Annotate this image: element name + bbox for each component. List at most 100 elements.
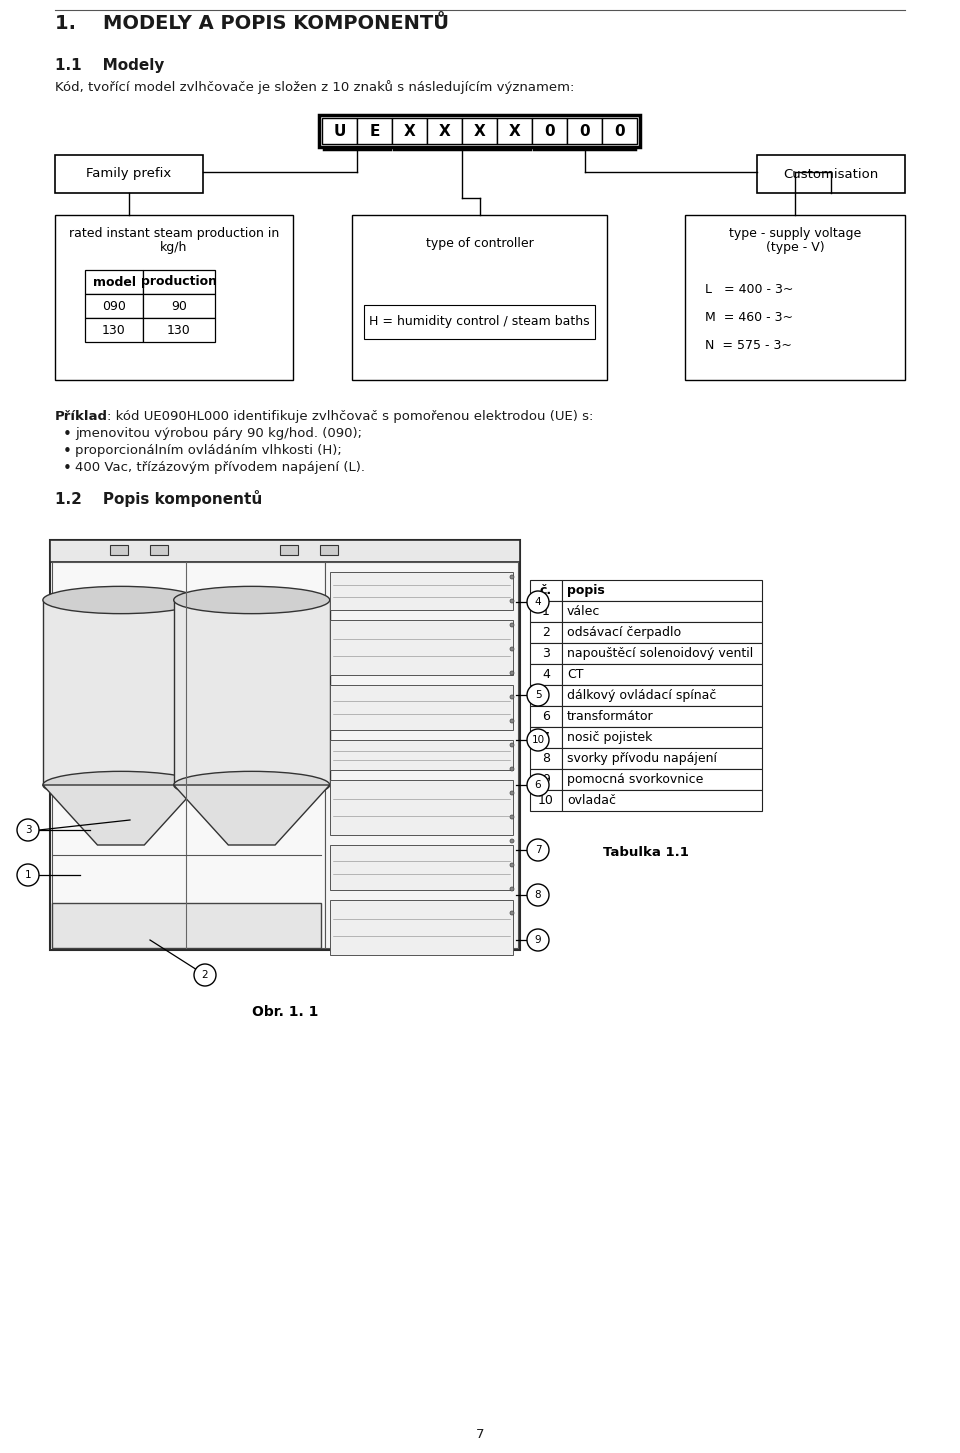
Text: N  = 575 - 3~: N = 575 - 3~	[705, 339, 792, 352]
Bar	[329, 684, 513, 729]
Bar	[530, 644, 562, 664]
Bar	[52, 562, 324, 947]
Polygon shape	[43, 785, 199, 846]
Text: transformátor: transformátor	[567, 711, 654, 724]
Bar	[562, 684, 762, 706]
Bar	[530, 684, 562, 706]
Bar	[43, 600, 199, 785]
Text: popis: popis	[567, 584, 605, 597]
Bar	[427, 118, 462, 144]
Text: 1.1    Modely: 1.1 Modely	[55, 58, 164, 73]
Bar	[757, 155, 905, 193]
Text: type - supply voltage: type - supply voltage	[729, 227, 861, 240]
Bar	[329, 572, 513, 610]
Circle shape	[510, 863, 514, 867]
Circle shape	[527, 591, 549, 613]
Text: X: X	[473, 124, 486, 138]
Bar	[280, 545, 298, 555]
Bar	[55, 155, 203, 193]
Text: 0: 0	[579, 124, 589, 138]
Text: kg/h: kg/h	[160, 241, 188, 254]
Bar	[85, 270, 143, 294]
Bar	[52, 902, 321, 947]
Bar	[110, 545, 128, 555]
Circle shape	[510, 719, 514, 724]
Text: Family prefix: Family prefix	[86, 167, 172, 180]
Bar	[364, 305, 595, 339]
Text: •: •	[63, 461, 72, 477]
Bar	[322, 118, 357, 144]
Text: 7: 7	[476, 1428, 484, 1441]
Text: 090: 090	[102, 299, 126, 312]
Text: X: X	[403, 124, 416, 138]
Text: 2: 2	[542, 626, 550, 639]
Text: 1.2    Popis komponentů: 1.2 Popis komponentů	[55, 490, 262, 507]
Text: 9: 9	[542, 773, 550, 786]
Text: Tabulka 1.1: Tabulka 1.1	[603, 846, 689, 859]
Circle shape	[510, 575, 514, 578]
Bar	[562, 769, 762, 790]
Bar	[532, 118, 567, 144]
Bar	[685, 215, 905, 381]
Bar	[85, 294, 143, 318]
Text: odsávací čerpadlo: odsávací čerpadlo	[567, 626, 682, 639]
Text: 4: 4	[542, 668, 550, 681]
Bar	[320, 545, 338, 555]
Text: válec: válec	[567, 604, 600, 618]
Text: type of controller: type of controller	[425, 237, 534, 250]
Text: 10: 10	[532, 735, 544, 745]
Bar	[562, 748, 762, 769]
Bar	[562, 726, 762, 748]
Text: napouštěcí solenoidový ventil: napouštěcí solenoidový ventil	[567, 647, 754, 660]
Text: 3: 3	[542, 647, 550, 660]
Text: •: •	[63, 427, 72, 442]
Text: 3: 3	[25, 825, 32, 835]
Text: pomocná svorkovnice: pomocná svorkovnice	[567, 773, 704, 786]
Bar	[530, 664, 562, 684]
Bar	[562, 706, 762, 726]
Bar	[85, 318, 143, 341]
Bar	[562, 790, 762, 811]
Text: 1: 1	[542, 604, 550, 618]
Bar	[55, 215, 293, 381]
Text: 0: 0	[614, 124, 625, 138]
Text: 9: 9	[535, 934, 541, 944]
Circle shape	[510, 599, 514, 603]
Text: ovladač: ovladač	[567, 793, 616, 806]
Circle shape	[17, 819, 39, 841]
Bar	[319, 115, 640, 147]
Text: : kód UE090HL000 identifikuje zvlhčovač s pomořenou elektrodou (UE) s:: : kód UE090HL000 identifikuje zvlhčovač …	[107, 410, 593, 423]
Text: 6: 6	[535, 780, 541, 790]
Bar	[50, 541, 520, 950]
Bar	[329, 780, 513, 835]
Text: (type - V): (type - V)	[766, 241, 825, 254]
Circle shape	[17, 865, 39, 886]
Text: H = humidity control / steam baths: H = humidity control / steam baths	[370, 315, 589, 328]
Bar	[530, 769, 562, 790]
Bar	[567, 118, 602, 144]
Text: •: •	[63, 445, 72, 459]
Bar	[530, 726, 562, 748]
Text: production: production	[141, 276, 217, 289]
Text: 2: 2	[202, 971, 208, 979]
Text: 130: 130	[167, 324, 191, 337]
Circle shape	[510, 742, 514, 747]
Text: nosič pojistek: nosič pojistek	[567, 731, 653, 744]
Text: X: X	[509, 124, 520, 138]
Bar	[352, 215, 607, 381]
Text: svorky přívodu napájení: svorky přívodu napájení	[567, 753, 717, 764]
Bar	[324, 562, 518, 947]
Text: E: E	[370, 124, 380, 138]
Text: 6: 6	[542, 711, 550, 724]
Circle shape	[510, 911, 514, 915]
Bar	[357, 118, 392, 144]
Text: M  = 460 - 3~: M = 460 - 3~	[705, 311, 793, 324]
Text: Příklad: Příklad	[55, 410, 108, 423]
Bar	[50, 541, 520, 562]
Text: 10: 10	[538, 793, 554, 806]
Circle shape	[527, 774, 549, 796]
Bar	[530, 706, 562, 726]
Bar	[462, 118, 497, 144]
Text: U: U	[333, 124, 346, 138]
Text: 0: 0	[544, 124, 555, 138]
